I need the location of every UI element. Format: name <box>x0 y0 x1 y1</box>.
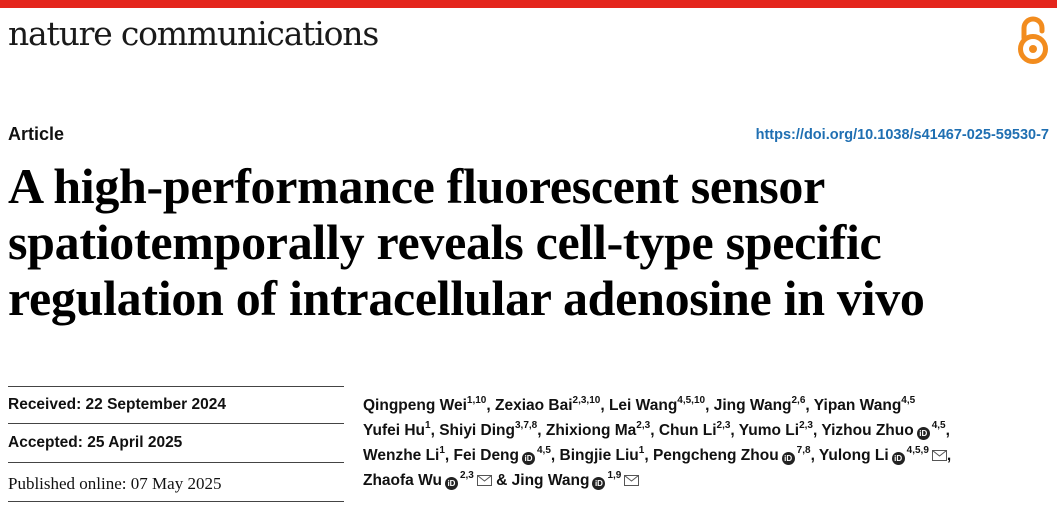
author-name[interactable]: Wenzhe Li <box>363 447 440 464</box>
affiliation-number: 1 <box>638 445 645 456</box>
article-type-label: Article <box>8 124 65 144</box>
affiliation-number: 2,3,10 <box>572 395 601 406</box>
author-name[interactable]: Chun Li <box>658 422 717 439</box>
author: Bingjie Liu1 <box>559 445 645 465</box>
divider <box>8 462 344 463</box>
author-list: Qingpeng Wei1,10, Zexiao Bai2,3,10, Lei … <box>363 393 1053 493</box>
author-name[interactable]: Zhaofa Wu <box>363 472 442 489</box>
received-date: Received: 22 September 2024 <box>8 396 226 413</box>
author: Shiyi Ding3,7,8 <box>439 420 538 440</box>
author-name[interactable]: Yipan Wang <box>813 397 902 414</box>
open-access-lock-icon <box>1018 16 1048 64</box>
affiliation-number: 1 <box>425 420 431 431</box>
author-name[interactable]: Yizhou Zhuo <box>821 422 914 439</box>
envelope-icon[interactable] <box>931 444 947 461</box>
author: Yufei Hu1 <box>363 420 431 440</box>
orcid-icon[interactable]: iD <box>522 452 535 465</box>
affiliation-number: 2,3 <box>459 470 474 481</box>
author-name[interactable]: Yulong Li <box>818 447 889 464</box>
author-line: Wenzhe Li1, Fei Deng iD4,5, Bingjie Liu1,… <box>363 444 952 465</box>
author: Qingpeng Wei1,10 <box>363 395 487 415</box>
affiliation-number: 3,7,8 <box>515 420 538 431</box>
author-name[interactable]: Yumo Li <box>738 422 800 439</box>
accepted-date: Accepted: 25 April 2025 <box>8 434 183 451</box>
affiliation-number: 4,5 <box>931 420 946 431</box>
orcid-icon[interactable]: iD <box>916 427 930 440</box>
author-line: Qingpeng Wei1,10, Zexiao Bai2,3,10, Lei … <box>363 395 916 415</box>
author: Yumo Li2,3 <box>738 420 813 440</box>
author: Chun Li2,3 <box>658 420 731 440</box>
author: Pengcheng Zhou iD7,8 <box>652 445 811 465</box>
author-line: Yufei Hu1, Shiyi Ding3,7,8, Zhixiong Ma2… <box>363 420 950 440</box>
divider <box>8 386 344 387</box>
orcid-icon[interactable]: iD <box>444 477 458 490</box>
author: Lei Wang4,5,10 <box>608 395 706 415</box>
author-name[interactable]: Pengcheng Zhou <box>652 447 779 464</box>
title-line: spatiotemporally reveals cell-type speci… <box>8 214 882 270</box>
author-name[interactable]: Lei Wang <box>608 397 678 414</box>
author-name[interactable]: Qingpeng Wei <box>363 397 467 414</box>
affiliation-number: 2,3 <box>799 420 813 431</box>
author-name[interactable]: Bingjie Liu <box>559 447 639 464</box>
orcid-icon[interactable]: iD <box>781 452 795 465</box>
author: Yipan Wang4,5 <box>813 395 916 415</box>
affiliation-number: 1,9 <box>607 470 622 481</box>
author: Jing Wang2,6 <box>713 395 806 415</box>
orcid-icon[interactable]: iD <box>592 477 606 490</box>
affiliation-number: 4,5,9 <box>906 445 929 456</box>
author: Fei Deng iD4,5 <box>453 445 551 465</box>
affiliation-number: 1 <box>439 445 445 456</box>
author: Wenzhe Li1 <box>363 445 445 465</box>
envelope-icon[interactable] <box>476 469 492 486</box>
envelope-icon[interactable] <box>624 469 640 486</box>
orcid-icon[interactable]: iD <box>891 452 905 465</box>
journal-name: nature communications <box>8 14 379 53</box>
author: Yulong Li iD4,5,9 <box>818 444 947 465</box>
article-title: A high-performance fluorescent sensor sp… <box>8 158 1053 326</box>
author: Zhixiong Ma2,3 <box>545 420 651 440</box>
title-line: A high-performance fluorescent sensor <box>8 158 826 214</box>
affiliation-number: 2,6 <box>791 395 806 406</box>
affiliation-number: 2,3 <box>636 420 651 431</box>
brand-bar <box>0 0 1057 8</box>
affiliation-number: 2,3 <box>716 420 731 431</box>
author-line: Zhaofa Wu iD2,3 & Jing Wang iD1,9 <box>363 468 1053 493</box>
author: Zexiao Bai2,3,10 <box>495 395 601 415</box>
affiliation-number: 4,5 <box>901 395 916 406</box>
divider <box>8 423 344 424</box>
author-name[interactable]: Shiyi Ding <box>439 422 515 439</box>
author-name[interactable]: Jing Wang <box>713 397 792 414</box>
author-name[interactable]: Jing Wang <box>511 472 590 489</box>
affiliation-number: 7,8 <box>796 445 811 456</box>
author-name[interactable]: Yufei Hu <box>363 422 426 439</box>
affiliation-number: 4,5 <box>537 445 551 456</box>
published-date: Published online: 07 May 2025 <box>8 474 222 493</box>
author-name[interactable]: Zexiao Bai <box>495 397 573 414</box>
affiliation-number: 1,10 <box>466 395 487 406</box>
author: Zhaofa Wu iD2,3 <box>363 469 492 490</box>
title-line: regulation of intracellular adenosine in… <box>8 270 925 326</box>
author: Yizhou Zhuo iD4,5 <box>821 420 946 440</box>
author: Jing Wang iD1,9 <box>511 469 640 490</box>
author-name[interactable]: Fei Deng <box>453 447 519 464</box>
doi-link[interactable]: https://doi.org/10.1038/s41467-025-59530… <box>755 127 1049 143</box>
divider <box>8 501 344 502</box>
author-name[interactable]: Zhixiong Ma <box>545 422 637 439</box>
affiliation-number: 4,5,10 <box>677 395 706 406</box>
